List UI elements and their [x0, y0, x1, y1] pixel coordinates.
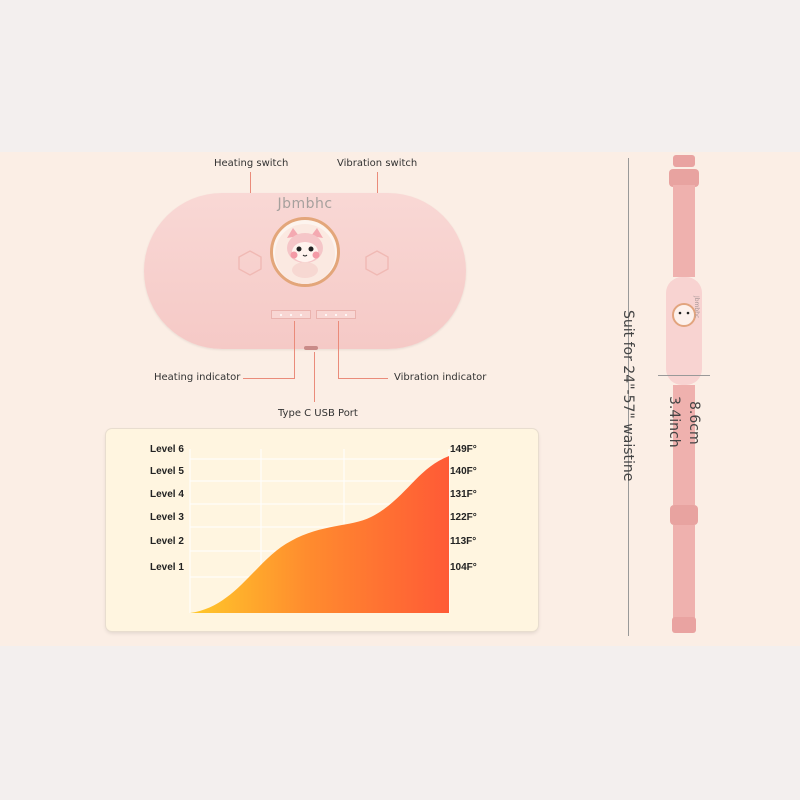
vibration-switch-button[interactable] [364, 250, 390, 276]
level-label: Level 5 [150, 466, 184, 477]
height-inch-label: 3.4inch [666, 396, 682, 448]
temperature-chart-svg: Level 6 Level 5 Level 4 Level 3 Level 2 Level… [150, 444, 477, 613]
vibration-dot [325, 314, 327, 316]
heating-pad-device: Jbmbhc [144, 193, 466, 350]
heating-switch-button[interactable] [237, 250, 263, 276]
heating-dot [290, 314, 292, 316]
strap-brand: Jbmbhc [693, 296, 700, 319]
strap-side-view [666, 155, 702, 633]
vibration-dot [345, 314, 347, 316]
level-label: Level 4 [150, 489, 184, 500]
cat-mascot-window [270, 217, 340, 287]
usb-port-label: Type C USB Port [278, 408, 358, 419]
level-label: Level 6 [150, 444, 184, 455]
level-label: Level 2 [150, 536, 184, 547]
vibration-switch-label: Vibration switch [337, 158, 418, 169]
heating-indicator-line-v [294, 321, 295, 378]
temperature-label: 149F° [450, 444, 477, 455]
temperature-label: 113F° [450, 536, 476, 547]
usb-port-line [314, 352, 315, 402]
cat-mascot-icon [275, 224, 335, 284]
temperature-chart: Level 6 Level 5 Level 4 Level 3 Level 2 Level… [106, 429, 538, 631]
heating-dot [280, 314, 282, 316]
vibration-indicator-label: Vibration indicator [394, 372, 487, 383]
heating-switch-label: Heating switch [214, 158, 289, 169]
heat-curve-area [190, 456, 449, 613]
vibration-indicator-line-h [338, 378, 388, 379]
heating-indicator-line-h [243, 378, 295, 379]
waist-dimension-line [628, 158, 629, 636]
temperature-label: 104F° [450, 562, 477, 573]
temperature-label: 122F° [450, 512, 477, 523]
vibration-indicator-line-v [338, 321, 339, 378]
heating-indicator-label: Heating indicator [154, 372, 241, 383]
temperature-label: 131F° [450, 489, 477, 500]
height-cm-label: 8.6cm [686, 401, 702, 445]
heating-dot [300, 314, 302, 316]
level-label: Level 3 [150, 512, 184, 523]
temperature-label: 140F° [450, 466, 477, 477]
usb-c-port [304, 346, 318, 350]
heating-indicator-lights [271, 310, 311, 319]
level-label: Level 1 [150, 562, 184, 573]
vibration-indicator-lights [316, 310, 356, 319]
vibration-dot [335, 314, 337, 316]
waist-size-label: Suit for 24"-57" waistine [620, 310, 636, 482]
device-brand: Jbmbhc [277, 196, 333, 212]
height-dimension-line [658, 375, 710, 376]
